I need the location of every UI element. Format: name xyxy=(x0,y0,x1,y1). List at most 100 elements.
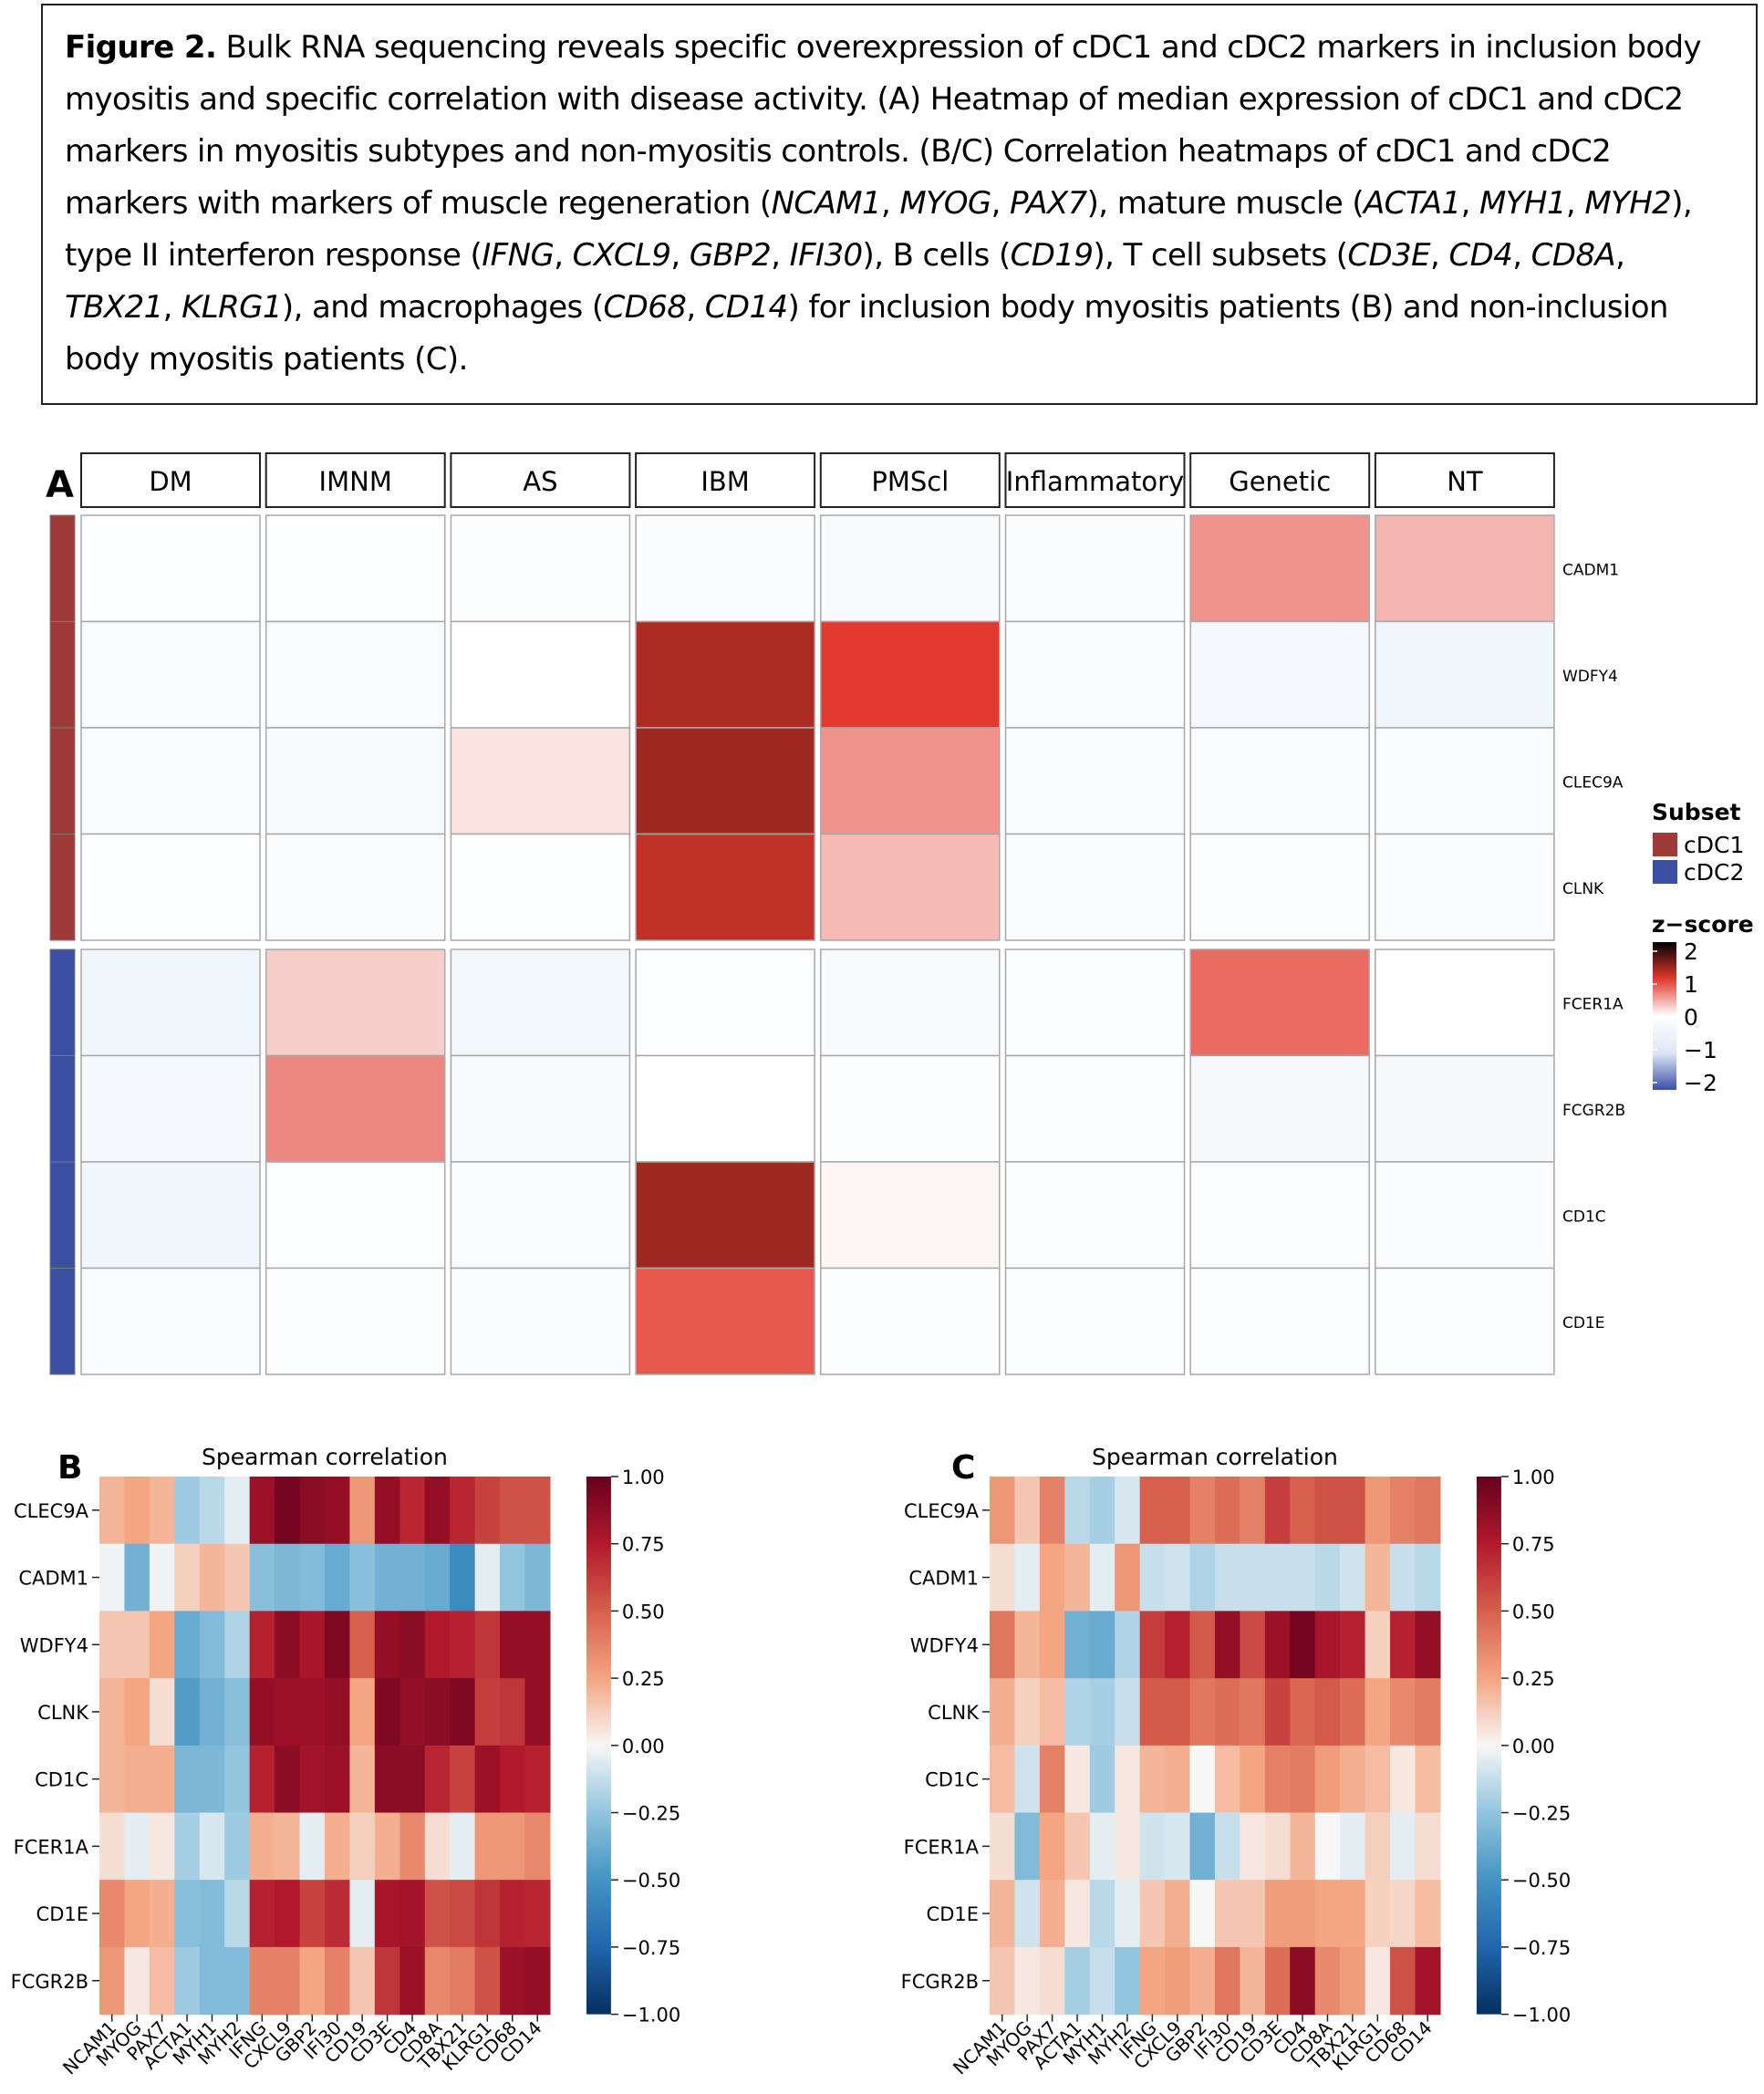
caption-gene-name: PAX7 xyxy=(1010,185,1087,222)
heatmap-cell xyxy=(149,1745,175,1814)
panel-a-heatmap: A DM IMNM AS IBM PMScl Inflammatory Genetic NT CA… xyxy=(46,452,1754,1375)
caption-text-run: , xyxy=(670,237,690,274)
caption-gene-name: KLRG1 xyxy=(182,289,282,326)
heatmap-cell xyxy=(275,1946,301,2016)
chart-title: Spearman correlation xyxy=(1092,1444,1338,1470)
heatmap-cell xyxy=(349,1812,376,1881)
heatmap-cell xyxy=(990,1745,1016,1814)
heatmap-cell xyxy=(324,1745,350,1814)
heatmap-cell xyxy=(1375,514,1555,623)
heatmap-cell xyxy=(374,1678,400,1747)
heatmap-cell xyxy=(1214,1611,1240,1679)
heatmap-cell xyxy=(349,1678,376,1747)
heatmap-cell xyxy=(1390,1946,1416,2016)
heatmap-cell xyxy=(224,1812,251,1881)
heatmap-cell xyxy=(1264,1946,1291,2016)
row-label: FCGR2B xyxy=(1562,1102,1625,1120)
heatmap-cell xyxy=(1064,1543,1091,1612)
subset-legend-swatch xyxy=(1653,833,1677,856)
heatmap-cell xyxy=(1314,1678,1341,1747)
heatmap-cell xyxy=(374,1812,400,1881)
heatmap-cell xyxy=(275,1611,301,1679)
y-tick-label: CLNK xyxy=(928,1702,980,1724)
heatmap-cell xyxy=(524,1946,551,2016)
panel-label-a: A xyxy=(46,464,74,506)
heatmap-cell xyxy=(1375,1054,1555,1163)
heatmap-cell xyxy=(399,1611,426,1679)
heatmap-cell xyxy=(374,1611,400,1679)
heatmap-cell xyxy=(500,1745,526,1814)
colorbar-tick-label: 1.00 xyxy=(622,1467,665,1488)
row-subset-bar xyxy=(49,1161,76,1269)
heatmap-cell xyxy=(474,1946,501,2016)
heatmap-cell xyxy=(1089,1880,1115,1948)
heatmap-cell xyxy=(1189,620,1370,729)
heatmap-cell xyxy=(275,1745,301,1814)
heatmap-cell xyxy=(399,1812,426,1881)
row-subset-bar xyxy=(49,621,76,729)
zscore-tick-label: 1 xyxy=(1684,971,1698,998)
heatmap-cell xyxy=(450,1946,476,2016)
column-header-box xyxy=(1004,452,1186,508)
heatmap-cell xyxy=(820,514,1001,623)
panel-label-c: C xyxy=(951,1449,975,1487)
y-tick-label: CD1C xyxy=(35,1769,88,1791)
heatmap-cell xyxy=(990,1477,1016,1545)
heatmap-cell xyxy=(474,1678,501,1747)
caption-text-run: ), type II interferon response ( xyxy=(65,185,1693,274)
heatmap-cell xyxy=(1390,1477,1416,1545)
heatmap-cell xyxy=(149,1880,175,1948)
colorbar-tick-label: 0.75 xyxy=(1512,1534,1555,1556)
heatmap-cell xyxy=(349,1543,376,1612)
heatmap-cell xyxy=(124,1946,150,2016)
heatmap-cell xyxy=(1039,1611,1065,1679)
heatmap-cell xyxy=(399,1477,426,1545)
heatmap-cell xyxy=(1390,1611,1416,1679)
heatmap-cell xyxy=(1039,1812,1065,1881)
heatmap-cell xyxy=(80,1161,261,1270)
heatmap-cell xyxy=(80,1054,261,1163)
heatmap-cell xyxy=(124,1880,150,1948)
y-tick-label: CADM1 xyxy=(18,1568,88,1590)
heatmap-cell xyxy=(149,1946,175,2016)
heatmap-cell xyxy=(1375,620,1555,729)
heatmap-cell xyxy=(474,1543,501,1612)
heatmap-cell xyxy=(635,833,815,941)
caption-gene-name: CD14 xyxy=(704,289,788,326)
caption-gene-name: TBX21 xyxy=(65,289,163,326)
heatmap-cell xyxy=(1165,1745,1191,1814)
heatmap-cell xyxy=(1390,1812,1416,1881)
row-label: CLEC9A xyxy=(1562,773,1624,792)
column-header-label: IMNM xyxy=(319,466,392,497)
heatmap-cell xyxy=(1064,1678,1091,1747)
heatmap-cell xyxy=(399,1880,426,1948)
caption-gene-name: ACTA1 xyxy=(1364,185,1461,222)
caption-gene-name: CXCL9 xyxy=(572,237,671,274)
heatmap-cell xyxy=(1340,1678,1366,1747)
heatmap-cell xyxy=(265,1054,446,1163)
zscore-tick-label: 2 xyxy=(1684,938,1698,965)
y-tick-label: CD1C xyxy=(925,1769,979,1791)
heatmap-cell xyxy=(1415,1880,1441,1948)
heatmap-cell xyxy=(1089,1678,1115,1747)
caption-text-run: , xyxy=(1565,185,1585,222)
heatmap-cell xyxy=(149,1543,175,1612)
heatmap-cell xyxy=(249,1745,275,1814)
heatmap-cell xyxy=(1290,1477,1316,1545)
heatmap-cell xyxy=(299,1543,326,1612)
heatmap-cell xyxy=(1189,1880,1216,1948)
heatmap-cell xyxy=(990,1812,1016,1881)
heatmap-cell xyxy=(199,1543,225,1612)
subset-legend-swatch xyxy=(1653,860,1677,884)
heatmap-cell xyxy=(124,1477,150,1545)
heatmap-cell xyxy=(500,1946,526,2016)
heatmap-cell xyxy=(1290,1946,1316,2016)
heatmap-cell xyxy=(450,727,631,835)
heatmap-cell xyxy=(1264,1543,1291,1612)
heatmap-cell xyxy=(820,949,1001,1057)
heatmap-cell xyxy=(374,1543,400,1612)
heatmap-cell xyxy=(1165,1880,1191,1948)
heatmap-cell xyxy=(1039,1880,1065,1948)
heatmap-cell xyxy=(500,1477,526,1545)
heatmap-cell xyxy=(275,1543,301,1612)
